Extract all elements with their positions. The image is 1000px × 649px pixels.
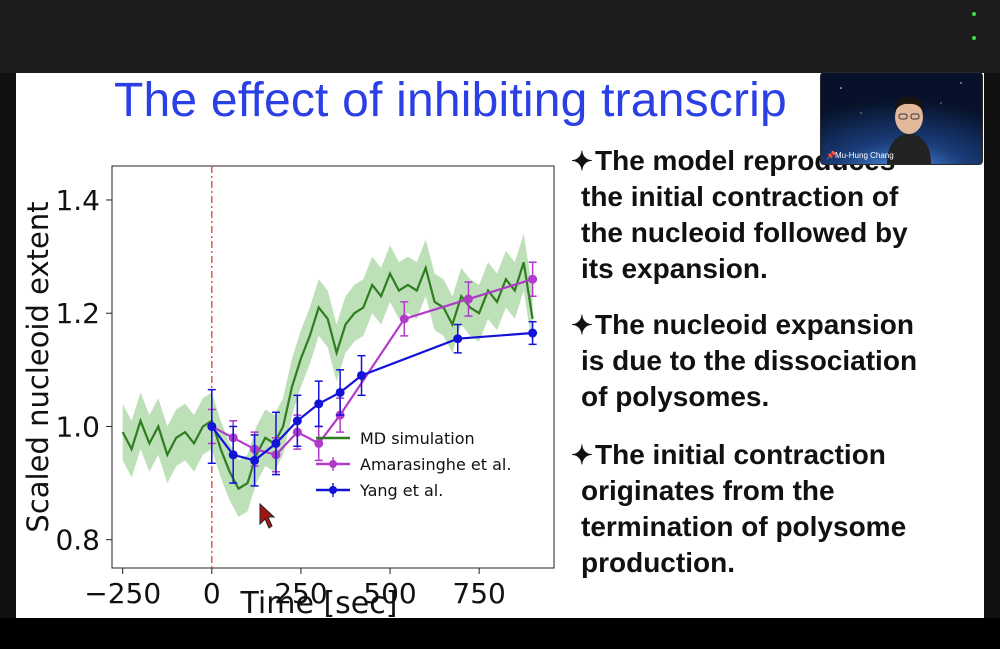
legend-label: MD simulation [360, 429, 475, 448]
data-point [399, 314, 409, 324]
window-bottom-bar [0, 618, 1000, 649]
window-top-bar [0, 0, 1000, 73]
md-simulation-band-area [122, 233, 533, 517]
data-point [292, 416, 302, 426]
more-options-icon[interactable] [970, 8, 978, 44]
y-tick-label: 1.4 [55, 184, 100, 217]
data-point [228, 450, 238, 460]
data-point [528, 274, 538, 284]
x-tick-label: 250 [274, 577, 327, 610]
data-point [335, 387, 345, 397]
right-margin [984, 73, 1000, 618]
chart-x-axis-label: Time [sec] [240, 586, 398, 618]
md-simulation-band [122, 233, 533, 517]
series-line-1 [211, 278, 533, 457]
data-point [250, 455, 260, 465]
x-tick-label: −250 [84, 577, 161, 610]
slide-title: The effect of inhibiting transcrip [114, 74, 787, 127]
data-point [314, 438, 324, 448]
bullet-initial-contraction: ✦The initial contraction originates from… [571, 439, 907, 578]
chart-y-axis-label: Scaled nucleoid extent [21, 201, 55, 532]
participant-video-feed [821, 73, 982, 164]
data-point [453, 334, 463, 344]
chart-plot-frame [111, 165, 555, 569]
star-bullet-icon: ✦ [571, 310, 593, 340]
data-point [207, 421, 217, 431]
left-margin [0, 73, 16, 618]
pin-icon[interactable]: 📌 [826, 151, 836, 160]
participant-name: Mu-Hung Chang [835, 151, 894, 160]
nucleoid-extent-chart: −250 0 250 500 750 0.8 1.0 1.2 1.4 MD simulation… [21, 165, 555, 618]
series-line-2 [210, 331, 533, 462]
legend-label: Amarasinghe et al. [360, 455, 511, 474]
x-tick-label: 500 [363, 577, 416, 610]
mouse-cursor-icon [259, 502, 276, 529]
data-point [463, 294, 473, 304]
x-tick-label: 0 [203, 577, 221, 610]
y-tick-label: 0.8 [55, 524, 100, 557]
data-point [357, 370, 367, 380]
y-tick-label: 1.0 [55, 410, 100, 443]
bullet-nucleoid-expansion: ✦The nucleoid expansion is due to the di… [571, 309, 918, 412]
participant-video-tile[interactable]: 📌 Mu-Hung Chang [820, 72, 983, 165]
legend-label: Yang et al. [359, 481, 443, 500]
data-point [271, 438, 281, 448]
y-tick-label: 1.2 [55, 297, 100, 330]
x-tick-label: 750 [452, 577, 505, 610]
star-bullet-icon: ✦ [571, 146, 593, 176]
star-bullet-icon: ✦ [571, 440, 593, 470]
chart-legend: MD simulation Amarasinghe et al. Yang et a… [316, 429, 511, 500]
data-point [314, 399, 324, 409]
data-point [528, 328, 538, 338]
